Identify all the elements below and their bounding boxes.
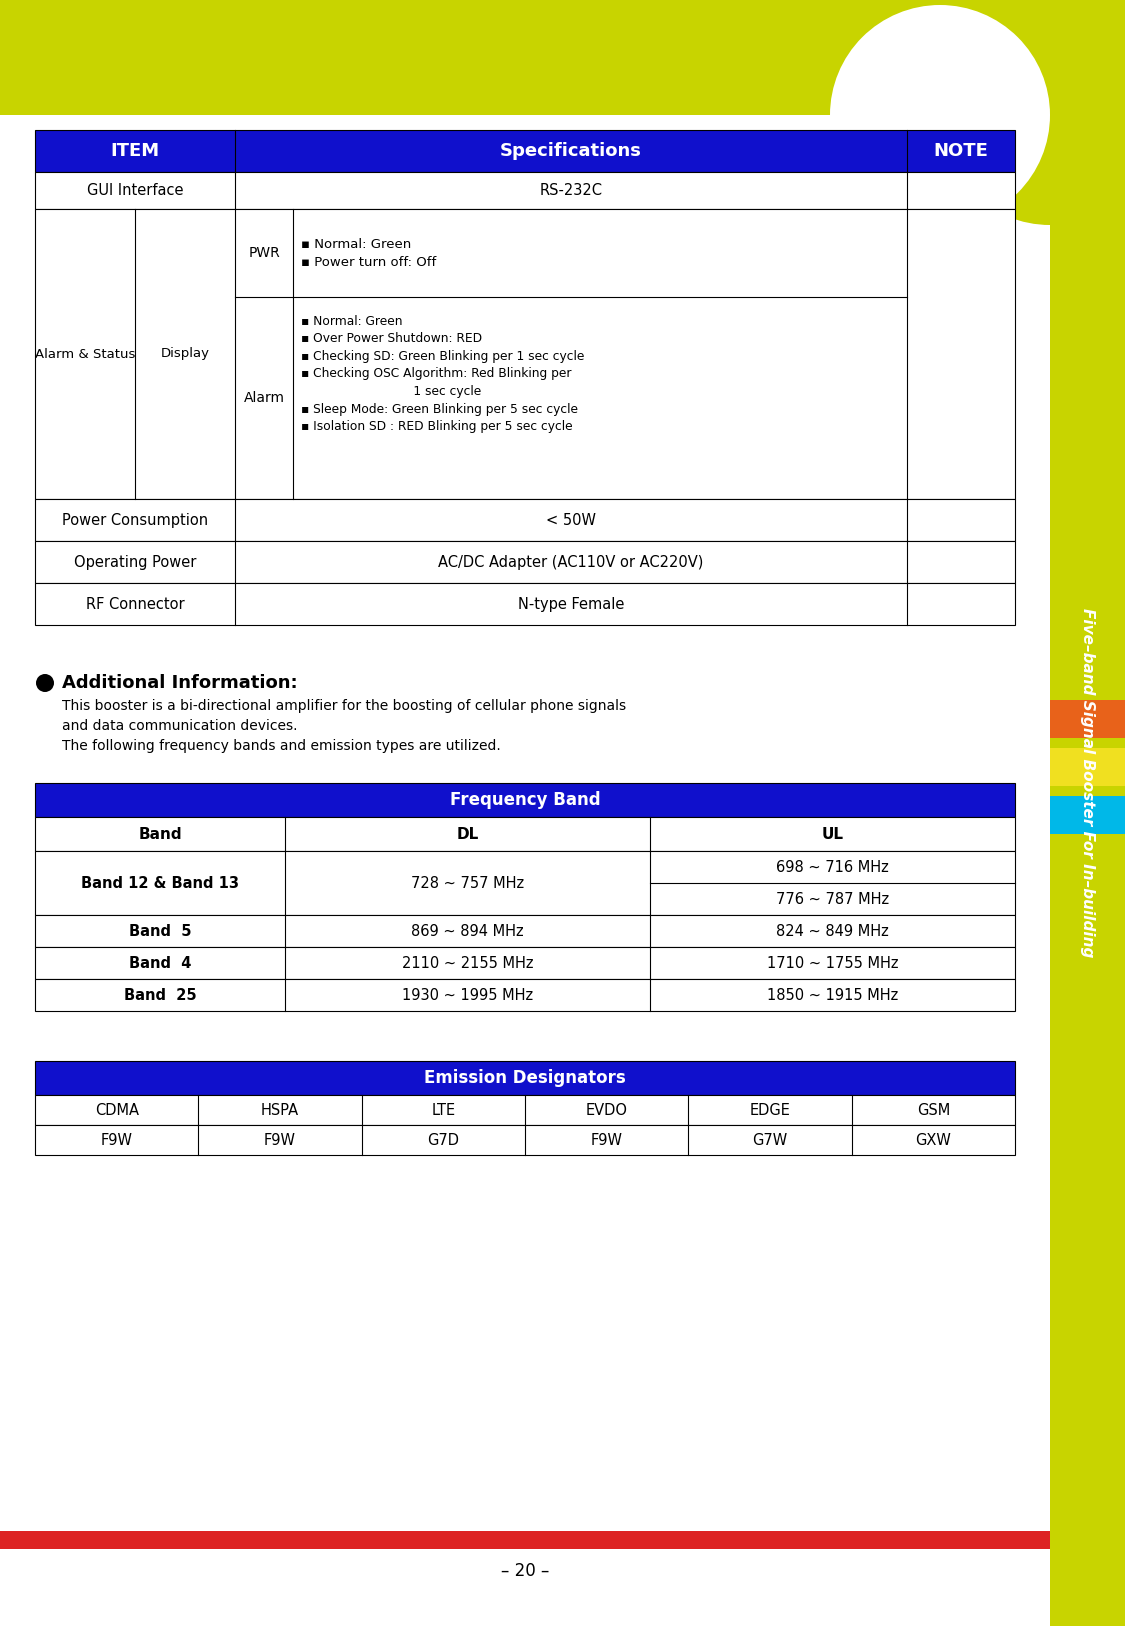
Text: PWR: PWR	[249, 246, 280, 260]
Text: G7D: G7D	[428, 1132, 459, 1148]
Text: < 50W: < 50W	[546, 512, 596, 527]
Text: ▪ Normal: Green
▪ Power turn off: Off: ▪ Normal: Green ▪ Power turn off: Off	[302, 237, 436, 268]
Bar	[35, 1094, 1015, 1125]
Text: AC/DC Adapter (AC110V or AC220V): AC/DC Adapter (AC110V or AC220V)	[439, 554, 704, 569]
Bar	[35, 979, 1015, 1011]
Text: Five–band Signal Booster For In–building: Five–band Signal Booster For In–building	[1080, 608, 1095, 958]
Text: F9W: F9W	[591, 1132, 622, 1148]
Text: Band  25: Band 25	[124, 987, 197, 1003]
Bar	[35, 499, 1015, 541]
Text: and data communication devices.: and data communication devices.	[62, 719, 297, 733]
Text: 869 ~ 894 MHz: 869 ~ 894 MHz	[412, 924, 524, 938]
Circle shape	[830, 5, 1050, 224]
Text: F9W: F9W	[264, 1132, 296, 1148]
Bar	[35, 1125, 1015, 1154]
Text: HSPA: HSPA	[261, 1102, 299, 1117]
Bar	[35, 850, 1015, 915]
Bar	[35, 1062, 1015, 1094]
Text: The following frequency bands and emission types are utilized.: The following frequency bands and emissi…	[62, 738, 501, 753]
Bar	[1050, 797, 1125, 834]
Bar	[35, 130, 1015, 172]
Bar	[35, 784, 1015, 816]
Text: Specifications: Specifications	[500, 141, 642, 159]
Text: 824 ~ 849 MHz: 824 ~ 849 MHz	[776, 924, 889, 938]
Text: G7W: G7W	[753, 1132, 787, 1148]
Text: ▪ Normal: Green
▪ Over Power Shutdown: RED
▪ Checking SD: Green Blinking per 1 s: ▪ Normal: Green ▪ Over Power Shutdown: R…	[302, 315, 584, 433]
Text: ITEM: ITEM	[110, 141, 160, 159]
Text: 1930 ~ 1995 MHz: 1930 ~ 1995 MHz	[402, 987, 533, 1003]
Text: F9W: F9W	[100, 1132, 133, 1148]
Bar	[35, 584, 1015, 624]
Text: 2110 ~ 2155 MHz: 2110 ~ 2155 MHz	[402, 956, 533, 971]
Text: Power Consumption: Power Consumption	[62, 512, 208, 527]
Text: RS-232C: RS-232C	[540, 184, 603, 198]
Text: LTE: LTE	[431, 1102, 456, 1117]
Text: RF Connector: RF Connector	[86, 597, 184, 611]
Bar	[1050, 701, 1125, 738]
Text: N-type Female: N-type Female	[518, 597, 624, 611]
Text: 698 ~ 716 MHz: 698 ~ 716 MHz	[776, 860, 889, 875]
Bar	[35, 915, 1015, 946]
Bar	[35, 541, 1015, 584]
Text: EVDO: EVDO	[586, 1102, 628, 1117]
Text: Additional Information:: Additional Information:	[62, 675, 298, 693]
Text: GUI Interface: GUI Interface	[87, 184, 183, 198]
Text: – 20 –: – 20 –	[502, 1563, 550, 1580]
Text: 728 ~ 757 MHz: 728 ~ 757 MHz	[411, 875, 524, 891]
Text: 1710 ~ 1755 MHz: 1710 ~ 1755 MHz	[767, 956, 898, 971]
Text: 1850 ~ 1915 MHz: 1850 ~ 1915 MHz	[767, 987, 898, 1003]
Text: GXW: GXW	[916, 1132, 952, 1148]
Text: Emission Designators: Emission Designators	[424, 1068, 626, 1088]
Text: DL: DL	[457, 826, 478, 842]
Text: Operating Power: Operating Power	[74, 554, 196, 569]
Text: Alarm: Alarm	[243, 390, 285, 405]
Bar	[0, 1532, 1050, 1550]
Text: Band  4: Band 4	[128, 956, 191, 971]
Bar	[1050, 0, 1125, 1626]
Circle shape	[36, 675, 54, 693]
Text: Alarm & Status: Alarm & Status	[35, 348, 135, 361]
Bar	[35, 172, 1015, 210]
Text: UL: UL	[821, 826, 844, 842]
Wedge shape	[940, 115, 1050, 224]
Text: Band 12 & Band 13: Band 12 & Band 13	[81, 875, 239, 891]
Bar	[35, 816, 1015, 850]
Text: NOTE: NOTE	[934, 141, 989, 159]
Bar	[1050, 748, 1125, 785]
Text: EDGE: EDGE	[749, 1102, 791, 1117]
Text: CDMA: CDMA	[94, 1102, 138, 1117]
Bar	[0, 0, 1050, 115]
Bar	[35, 946, 1015, 979]
Text: Band  5: Band 5	[128, 924, 191, 938]
Text: 776 ~ 787 MHz: 776 ~ 787 MHz	[776, 891, 889, 907]
Text: Display: Display	[161, 348, 209, 361]
Bar	[35, 210, 1015, 499]
Text: This booster is a bi-directional amplifier for the boosting of cellular phone si: This booster is a bi-directional amplifi…	[62, 699, 627, 712]
Text: Band: Band	[138, 826, 182, 842]
Text: Frequency Band: Frequency Band	[450, 790, 601, 810]
Text: GSM: GSM	[917, 1102, 949, 1117]
